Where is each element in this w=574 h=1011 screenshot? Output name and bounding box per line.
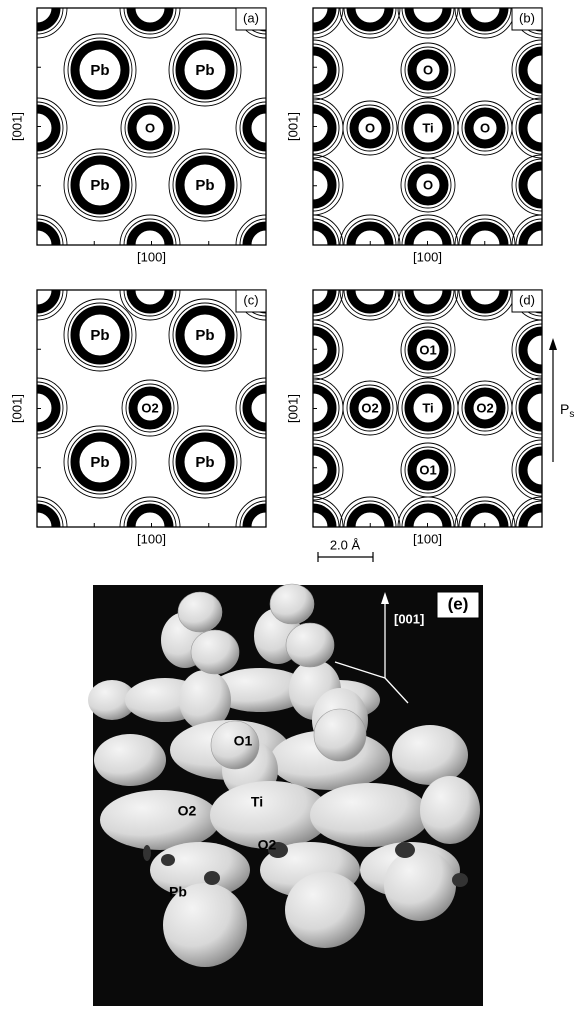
scale-bar: 2.0 Å: [318, 537, 373, 562]
polarization-label: Ps: [560, 401, 574, 420]
atom-label: O2: [476, 400, 493, 415]
atom-cap: [178, 592, 222, 632]
panel-label: (b): [519, 10, 535, 25]
figure: Pb Pb O Pb Pb (a) [100] [001] O O Ti O O (b) [100] [001…: [0, 0, 574, 1006]
scale-label: 2.0 Å: [330, 537, 361, 552]
x-axis-label: [100]: [413, 531, 442, 546]
dark-cut: [161, 854, 175, 866]
contour-panel: O O Ti O O (b) [100] [001]: [283, 0, 572, 275]
contours: [7, 0, 296, 275]
contour-panels: Pb Pb O Pb Pb (a) [100] [001] O O Ti O O (b) [100] [001…: [7, 0, 572, 557]
atom-label: Pb: [195, 62, 214, 79]
atom-label: Pb: [195, 454, 214, 471]
atom-label: Pb: [90, 327, 109, 344]
panel-label: (d): [519, 292, 535, 307]
atom-label: Pb: [90, 177, 109, 194]
panel-label: (c): [243, 292, 258, 307]
x-axis-label: [100]: [137, 249, 166, 264]
atom-label: O: [423, 177, 433, 192]
atom-label: Pb: [169, 884, 187, 900]
atom-label: Ti: [251, 794, 263, 810]
contour-panel: Pb Pb O2 Pb Pb (c) [100] [001]: [7, 260, 296, 557]
dark-cut: [143, 845, 151, 861]
atom-label: Pb: [90, 454, 109, 471]
atom-label: O1: [419, 462, 436, 477]
contour-panel: O1 O2 Ti O2 O1 (d) [100] [001]: [283, 260, 572, 557]
atom-label: O: [423, 62, 433, 77]
p-subscript: s: [569, 409, 574, 420]
atom-cap: [286, 623, 334, 667]
atom-label: O2: [141, 400, 158, 415]
atom-label: O2: [178, 803, 197, 819]
atom-label: Ti: [422, 120, 433, 135]
axis-label: [001]: [394, 611, 424, 626]
dark-cut: [452, 873, 468, 887]
y-axis-label: [001]: [9, 112, 24, 141]
atom-label: Pb: [195, 177, 214, 194]
isosurface-lobe: [285, 872, 365, 948]
atom-label: O: [145, 120, 155, 135]
panel-label: (e): [448, 594, 469, 613]
x-axis-label: [100]: [413, 249, 442, 264]
isosurface-lobe: [100, 790, 220, 850]
isosurface-lobe: [384, 849, 456, 921]
atom-label: O2: [258, 837, 277, 853]
dark-cut: [204, 871, 220, 885]
polarization-arrow: Ps: [549, 338, 574, 462]
isosurface-lobe: [420, 776, 480, 844]
isosurface-lobe: [392, 725, 468, 785]
atom-label: Pb: [90, 62, 109, 79]
y-axis-label: [001]: [285, 112, 300, 141]
contour-panel: Pb Pb O Pb Pb (a) [100] [001]: [7, 0, 296, 275]
panel-label: (a): [243, 10, 259, 25]
dark-cut: [395, 842, 415, 858]
x-axis-label: [100]: [137, 531, 166, 546]
atom-label: O: [480, 120, 490, 135]
atom-label: Ti: [422, 400, 433, 415]
contours: [283, 0, 572, 275]
y-axis-label: [001]: [9, 394, 24, 423]
atom-label: Pb: [195, 327, 214, 344]
atom-cap: [270, 584, 314, 624]
atom-cap: [191, 630, 239, 674]
atom-label: O1: [419, 342, 436, 357]
atom-label: O: [365, 120, 375, 135]
atom-label: O1: [234, 733, 253, 749]
isosurface-lobe: [310, 783, 430, 847]
isosurface-lobe: [94, 734, 166, 786]
y-axis-label: [001]: [285, 394, 300, 423]
panel-e: [001] (e) O1 Ti O2 O2 Pb: [88, 584, 483, 1006]
atom-label: O2: [361, 400, 378, 415]
atom-cap: [314, 709, 366, 761]
p-symbol: P: [560, 401, 569, 417]
arrow-head: [549, 338, 557, 350]
